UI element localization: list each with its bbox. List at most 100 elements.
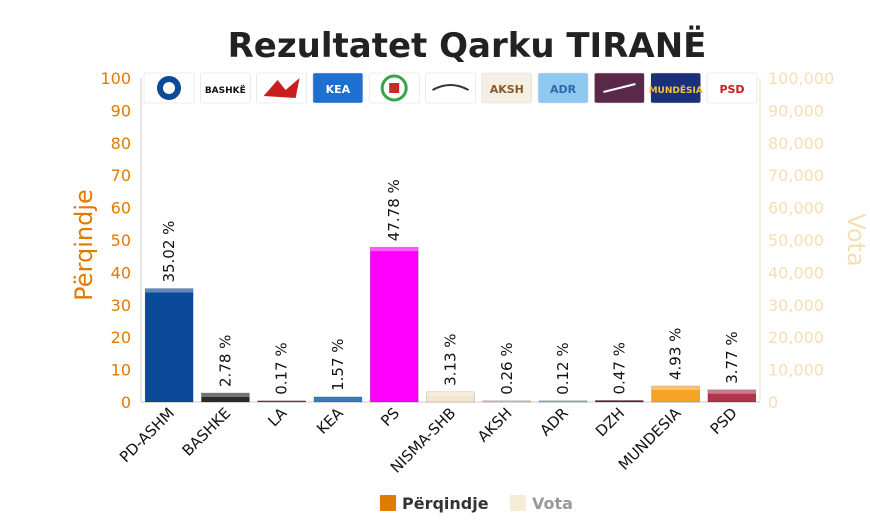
psd-logo: PSD bbox=[706, 72, 758, 104]
legend-label: Përqindje bbox=[402, 494, 489, 513]
bar-adr bbox=[538, 400, 588, 403]
bar-aksh bbox=[482, 400, 532, 403]
legend-item-1[interactable]: Vota bbox=[510, 494, 573, 513]
x-tick-label: LA bbox=[264, 404, 291, 431]
bar-value-label: 35.02 % bbox=[160, 221, 178, 283]
adr-logo: ADR bbox=[537, 72, 589, 104]
bar-nisma-shb bbox=[426, 391, 475, 403]
logo-text: KEA bbox=[326, 83, 351, 96]
logo-frame bbox=[312, 72, 364, 104]
x-tick-label: ADR bbox=[536, 404, 572, 440]
logo-frame bbox=[706, 72, 758, 104]
right-axis-title: Vota bbox=[842, 213, 870, 266]
bar-value-label: 47.78 % bbox=[385, 179, 403, 241]
legend[interactable]: Përqindje Vota bbox=[380, 494, 573, 513]
logo-frame bbox=[481, 72, 533, 104]
left-tick-label: 40 bbox=[111, 263, 131, 282]
right-tick-label: 70,000 bbox=[768, 166, 824, 185]
x-tick-label: PS bbox=[377, 404, 403, 430]
x-tick-label: BASHKE bbox=[179, 404, 235, 460]
bar-value-label: 1.57 % bbox=[329, 338, 347, 390]
left-tick-label: 0 bbox=[121, 393, 131, 412]
right-tick-label: 0 bbox=[768, 393, 778, 412]
bar-series-perqindje: 35.02 % 2.78 % 0.17 % 1.57 % 47.78 % 3.13 % 0.… bbox=[144, 179, 757, 403]
right-tick-label: 80,000 bbox=[768, 134, 824, 153]
legend-swatch bbox=[510, 495, 526, 511]
bar-highlight bbox=[145, 288, 194, 293]
right-tick-label: 30,000 bbox=[768, 296, 824, 315]
right-y-axis: 0 10,000 20,000 30,000 40,000 50,000 60,000 70,… bbox=[759, 69, 870, 412]
bar-highlight bbox=[201, 392, 250, 397]
bar-value-label: 2.78 % bbox=[216, 335, 234, 387]
ps-logo bbox=[368, 72, 420, 104]
bar-la bbox=[257, 400, 306, 403]
logo-text: MUNDËSIA bbox=[649, 85, 703, 96]
left-tick-label: 60 bbox=[111, 199, 131, 218]
bar-dzh bbox=[595, 400, 644, 403]
logo-emblem bbox=[432, 84, 469, 91]
aksh-logo: AKSH bbox=[481, 72, 533, 104]
legend-label: Vota bbox=[532, 494, 573, 513]
logo-frame bbox=[200, 72, 251, 104]
bar-pd-ashm bbox=[144, 288, 194, 403]
bar-highlight bbox=[707, 389, 756, 394]
party-logo-row: BASHKË KEA AKSH ADR MUNDËSIA PSD bbox=[143, 72, 758, 104]
bar-value-label: 0.47 % bbox=[610, 342, 628, 394]
left-tick-label: 70 bbox=[111, 166, 131, 185]
left-tick-label: 20 bbox=[111, 328, 131, 347]
bar-mundesia bbox=[651, 385, 700, 403]
left-tick-label: 80 bbox=[111, 134, 131, 153]
logo-text: AKSH bbox=[490, 83, 524, 96]
bar-value-label: 0.26 % bbox=[498, 342, 516, 394]
right-tick-label: 10,000 bbox=[768, 361, 824, 380]
logo-emblem bbox=[163, 82, 175, 94]
bashke-logo: BASHKË bbox=[200, 72, 251, 104]
logo-emblem bbox=[389, 83, 400, 93]
legend-swatch bbox=[380, 495, 396, 511]
logo-frame bbox=[537, 72, 589, 104]
legend-item-0[interactable]: Përqindje bbox=[380, 494, 489, 513]
left-tick-label: 10 bbox=[111, 361, 131, 380]
chart-title: Rezultatet Qarku TIRANË bbox=[228, 25, 707, 66]
dzh-logo bbox=[594, 72, 645, 104]
bar-value-label: 3.77 % bbox=[723, 331, 741, 383]
x-tick-label: PSD bbox=[707, 404, 741, 438]
bar-ps bbox=[369, 246, 419, 403]
left-tick-label: 100 bbox=[100, 69, 131, 88]
logo-text: PSD bbox=[719, 83, 744, 96]
left-tick-label: 30 bbox=[111, 296, 131, 315]
logo-emblem bbox=[380, 74, 408, 102]
x-tick-label: DZH bbox=[592, 404, 628, 440]
bar-kea bbox=[313, 396, 363, 403]
logo-emblem bbox=[263, 78, 300, 98]
bar-highlight bbox=[370, 247, 419, 252]
bar-psd bbox=[707, 389, 757, 403]
bar-value-label: 4.93 % bbox=[667, 328, 685, 380]
right-tick-label: 20,000 bbox=[768, 328, 824, 347]
right-tick-label: 40,000 bbox=[768, 263, 824, 282]
kea-logo: KEA bbox=[312, 72, 364, 104]
right-tick-label: 90,000 bbox=[768, 101, 824, 120]
x-tick-label: PD-ASHM bbox=[116, 404, 178, 466]
bar-value-label: 3.13 % bbox=[442, 333, 460, 385]
bar-bashke bbox=[201, 392, 250, 403]
nisma-shb-logo bbox=[425, 72, 476, 104]
bar-value-label: 0.17 % bbox=[273, 342, 291, 394]
left-tick-label: 90 bbox=[111, 101, 131, 120]
logo-text: ADR bbox=[550, 83, 577, 96]
x-tick-label: AKSH bbox=[474, 404, 516, 446]
logo-frame bbox=[425, 72, 476, 104]
la-logo bbox=[256, 72, 307, 104]
right-tick-label: 60,000 bbox=[768, 199, 824, 218]
left-y-axis: 0 10 20 30 40 50 60 70 80 90 100 Përqindje bbox=[70, 69, 760, 412]
logo-frame bbox=[650, 72, 702, 104]
pd-ashm-logo bbox=[143, 72, 195, 104]
left-axis-title: Përqindje bbox=[70, 189, 98, 301]
logo-emblem bbox=[603, 83, 636, 93]
right-tick-label: 50,000 bbox=[768, 231, 824, 250]
bar-highlight bbox=[651, 386, 700, 391]
logo-text: BASHKË bbox=[205, 85, 246, 96]
